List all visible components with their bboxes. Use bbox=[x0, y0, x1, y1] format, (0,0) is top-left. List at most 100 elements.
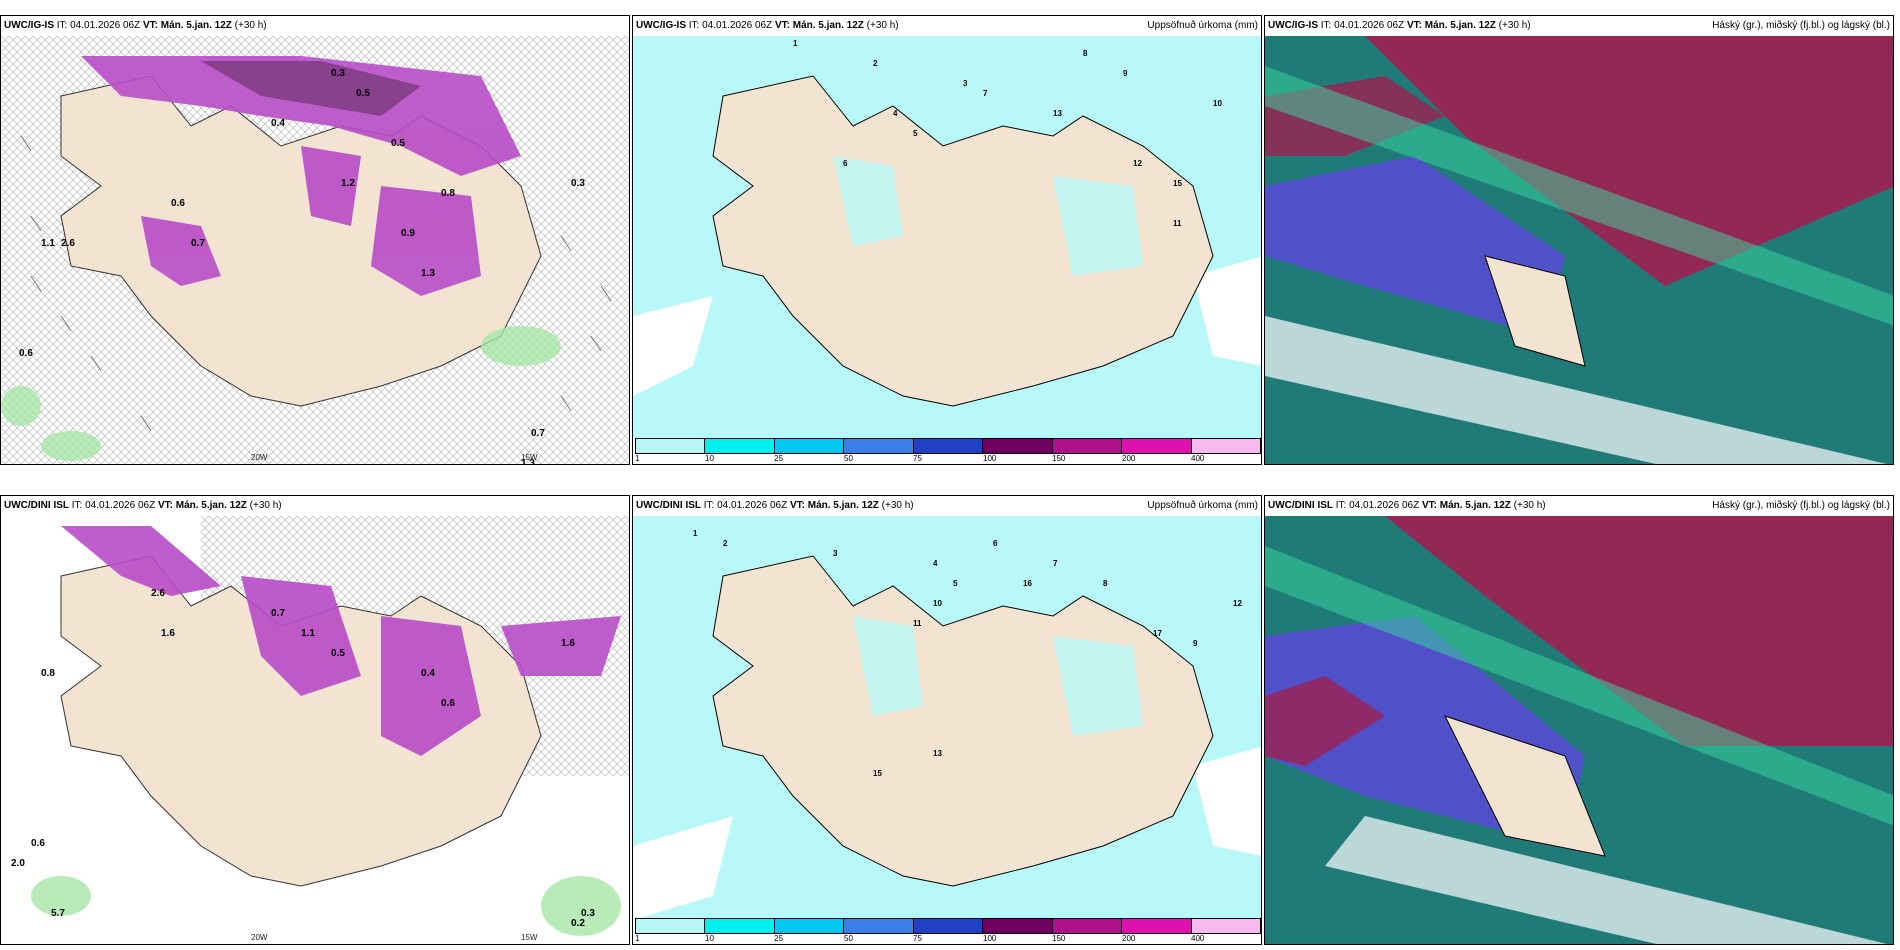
wind-precip-map: 0.8 0.6 2.6 1.6 0.7 1.1 0.5 0.4 1.6 0.6 2.0 5.7 … bbox=[1, 516, 629, 944]
panel-cloud-cover-igis: UWC/IG-IS IT: 04.01.2026 06Z VT: Mán. 5.… bbox=[1264, 15, 1894, 465]
svg-text:1.6: 1.6 bbox=[161, 628, 175, 639]
svg-text:8: 8 bbox=[1103, 579, 1108, 588]
snow-precip-core bbox=[201, 61, 421, 116]
panel-accum-precip-dini: UWC/DINI ISL IT: 04.01.2026 06Z VT: Mán.… bbox=[632, 495, 1262, 945]
snow-precip-areas bbox=[61, 526, 621, 756]
svg-text:0.4: 0.4 bbox=[271, 118, 285, 129]
svg-text:2: 2 bbox=[723, 539, 728, 548]
svg-text:0.2: 0.2 bbox=[571, 918, 585, 929]
svg-text:4: 4 bbox=[933, 559, 938, 568]
svg-text:12: 12 bbox=[1233, 599, 1242, 608]
svg-text:16: 16 bbox=[1023, 579, 1032, 588]
panel-accum-precip-igis: UWC/IG-IS IT: 04.01.2026 06Z VT: Mán. 5.… bbox=[632, 15, 1262, 465]
legend-tick: 10 bbox=[705, 454, 714, 463]
legend-swatch bbox=[844, 919, 914, 933]
svg-text:4: 4 bbox=[893, 109, 898, 118]
svg-text:13: 13 bbox=[1053, 109, 1062, 118]
high-cloud bbox=[1365, 36, 1893, 286]
map-canvas bbox=[1265, 516, 1893, 944]
rain-areas bbox=[31, 876, 621, 936]
legend-swatch bbox=[774, 919, 845, 933]
axis-label: 20W bbox=[251, 453, 268, 462]
iceland-land bbox=[712, 555, 1214, 887]
legend-tick: 25 bbox=[774, 934, 783, 943]
svg-text:10: 10 bbox=[1213, 99, 1222, 108]
precip-legend: 1 10 25 50 75 100 150 200 400 bbox=[633, 918, 1261, 944]
svg-text:6: 6 bbox=[993, 539, 998, 548]
snow-precip-areas bbox=[81, 56, 521, 296]
svg-text:1: 1 bbox=[793, 39, 798, 48]
svg-text:0.4: 0.4 bbox=[421, 668, 435, 679]
svg-text:0.6: 0.6 bbox=[441, 698, 455, 709]
precip-labels: 0.30.50.4 1.20.60.7 1.1 2.60.6 0.91.30.3 … bbox=[19, 68, 585, 464]
svg-text:15: 15 bbox=[873, 769, 882, 778]
svg-text:2.6: 2.6 bbox=[151, 588, 165, 599]
svg-text:2.0: 2.0 bbox=[11, 858, 25, 869]
low-cloud bbox=[1265, 156, 1565, 336]
svg-text:2.6: 2.6 bbox=[61, 238, 75, 249]
svg-text:0.5: 0.5 bbox=[356, 88, 370, 99]
legend-tick: 75 bbox=[913, 934, 922, 943]
axis-label: 20W bbox=[251, 933, 268, 942]
iceland-land bbox=[60, 75, 542, 407]
svg-text:3: 3 bbox=[963, 79, 968, 88]
legend-swatch bbox=[1122, 919, 1192, 933]
panel-wind-precip-dini: UWC/DINI ISL IT: 04.01.2026 06Z VT: Mán.… bbox=[0, 495, 630, 945]
svg-text:0.3: 0.3 bbox=[581, 908, 595, 919]
svg-text:1.1: 1.1 bbox=[41, 238, 55, 249]
legend-tick: 10 bbox=[705, 934, 714, 943]
svg-text:0.7: 0.7 bbox=[531, 428, 545, 439]
panel-wind-precip-igis: UWC/IG-IS IT: 04.01.2026 06Z VT: Mán. 5.… bbox=[0, 15, 630, 465]
cloud-cover-map bbox=[1265, 36, 1893, 464]
legend-tick: 150 bbox=[1052, 934, 1066, 943]
high-cloud bbox=[1385, 516, 1893, 746]
wind-precip-map: 0.3 0.5 0.4 1.2 0.6 0.7 1.1 2.6 0.6 0.9 1.3 0.3 … bbox=[1, 36, 629, 464]
legend-swatch bbox=[844, 439, 914, 453]
svg-text:0.8: 0.8 bbox=[41, 668, 55, 679]
cloud-cover-map bbox=[1265, 516, 1893, 944]
panel-header: UWC/DINI ISL IT: 04.01.2026 06Z VT: Mán.… bbox=[1, 496, 629, 516]
axis-label: 15W bbox=[521, 933, 538, 942]
legend-swatch bbox=[983, 439, 1053, 453]
panel-cloud-cover-dini: UWC/DINI ISL IT: 04.01.2026 06Z VT: Mán.… bbox=[1264, 495, 1894, 945]
svg-text:9: 9 bbox=[1123, 69, 1128, 78]
axis-label: 15W bbox=[521, 453, 538, 462]
legend-tick: 400 bbox=[1191, 454, 1205, 463]
svg-text:6: 6 bbox=[843, 159, 848, 168]
legend-swatch bbox=[913, 919, 984, 933]
precip-labels: 0.80.62.6 1.60.71.1 0.50.41.6 0.62.05.7 … bbox=[11, 588, 595, 929]
svg-text:12: 12 bbox=[1133, 159, 1142, 168]
map-canvas: 0.30.50.4 1.20.60.7 1.1 2.60.6 0.91.30.3 … bbox=[1, 36, 629, 464]
panel-header: UWC/IG-IS IT: 04.01.2026 06Z VT: Mán. 5.… bbox=[1, 16, 629, 36]
legend-tick: 400 bbox=[1191, 934, 1205, 943]
svg-text:5: 5 bbox=[913, 129, 918, 138]
svg-text:1.1: 1.1 bbox=[301, 628, 315, 639]
panel-header: UWC/DINI ISL IT: 04.01.2026 06Z VT: Mán.… bbox=[633, 496, 1261, 516]
legend-tick: 75 bbox=[913, 454, 922, 463]
svg-text:7: 7 bbox=[1053, 559, 1058, 568]
legend-swatch bbox=[1052, 439, 1123, 453]
legend-tick: 50 bbox=[844, 934, 853, 943]
svg-text:5.7: 5.7 bbox=[51, 908, 65, 919]
svg-text:1.2: 1.2 bbox=[341, 178, 355, 189]
legend-tick: 100 bbox=[983, 934, 997, 943]
legend-swatch bbox=[913, 439, 984, 453]
svg-text:11: 11 bbox=[913, 619, 922, 628]
legend-swatch bbox=[636, 439, 706, 453]
precip-legend: 1 10 25 50 75 100 150 200 400 bbox=[633, 438, 1261, 464]
svg-text:0.7: 0.7 bbox=[271, 608, 285, 619]
legend-tick: 100 bbox=[983, 454, 997, 463]
legend-tick: 150 bbox=[1052, 454, 1066, 463]
svg-text:11: 11 bbox=[1173, 219, 1182, 228]
legend-swatch bbox=[636, 919, 706, 933]
legend-swatch bbox=[774, 439, 845, 453]
map-canvas: 0.80.62.6 1.60.71.1 0.50.41.6 0.62.05.7 … bbox=[1, 516, 629, 944]
svg-text:7: 7 bbox=[983, 89, 988, 98]
legend-tick: 1 bbox=[635, 934, 640, 943]
svg-text:1.3: 1.3 bbox=[421, 268, 435, 279]
